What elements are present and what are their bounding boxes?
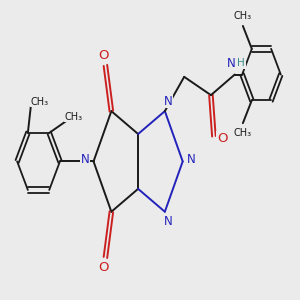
- Text: CH₃: CH₃: [65, 112, 83, 122]
- Text: CH₃: CH₃: [233, 128, 251, 138]
- Text: N: N: [164, 94, 172, 108]
- Text: N: N: [164, 215, 172, 228]
- Text: H: H: [237, 58, 245, 68]
- Text: CH₃: CH₃: [233, 11, 251, 21]
- Text: N: N: [227, 57, 236, 70]
- Text: N: N: [187, 153, 196, 166]
- Text: O: O: [217, 132, 227, 145]
- Text: O: O: [99, 49, 109, 62]
- Text: N: N: [81, 153, 90, 166]
- Text: O: O: [99, 261, 109, 274]
- Text: CH₃: CH₃: [30, 97, 48, 107]
